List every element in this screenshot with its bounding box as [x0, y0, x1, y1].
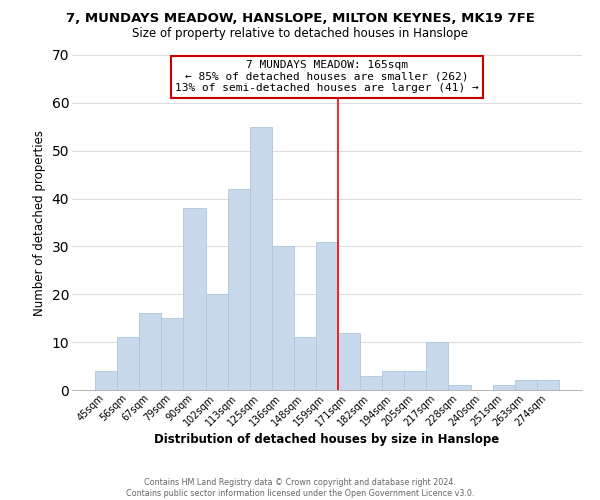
- Bar: [184, 208, 206, 390]
- Bar: [272, 246, 294, 390]
- Bar: [316, 242, 338, 390]
- Bar: [139, 314, 161, 390]
- Bar: [360, 376, 382, 390]
- Bar: [206, 294, 227, 390]
- Bar: [95, 371, 117, 390]
- Bar: [117, 338, 139, 390]
- Bar: [404, 371, 427, 390]
- X-axis label: Distribution of detached houses by size in Hanslope: Distribution of detached houses by size …: [154, 433, 500, 446]
- Bar: [515, 380, 537, 390]
- Text: 7, MUNDAYS MEADOW, HANSLOPE, MILTON KEYNES, MK19 7FE: 7, MUNDAYS MEADOW, HANSLOPE, MILTON KEYN…: [65, 12, 535, 26]
- Bar: [493, 385, 515, 390]
- Text: 7 MUNDAYS MEADOW: 165sqm
← 85% of detached houses are smaller (262)
13% of semi-: 7 MUNDAYS MEADOW: 165sqm ← 85% of detach…: [175, 60, 479, 93]
- Bar: [448, 385, 470, 390]
- Bar: [427, 342, 448, 390]
- Bar: [537, 380, 559, 390]
- Bar: [227, 189, 250, 390]
- Text: Size of property relative to detached houses in Hanslope: Size of property relative to detached ho…: [132, 28, 468, 40]
- Bar: [338, 332, 360, 390]
- Bar: [382, 371, 404, 390]
- Y-axis label: Number of detached properties: Number of detached properties: [33, 130, 46, 316]
- Text: Contains HM Land Registry data © Crown copyright and database right 2024.
Contai: Contains HM Land Registry data © Crown c…: [126, 478, 474, 498]
- Bar: [161, 318, 184, 390]
- Bar: [294, 338, 316, 390]
- Bar: [250, 127, 272, 390]
